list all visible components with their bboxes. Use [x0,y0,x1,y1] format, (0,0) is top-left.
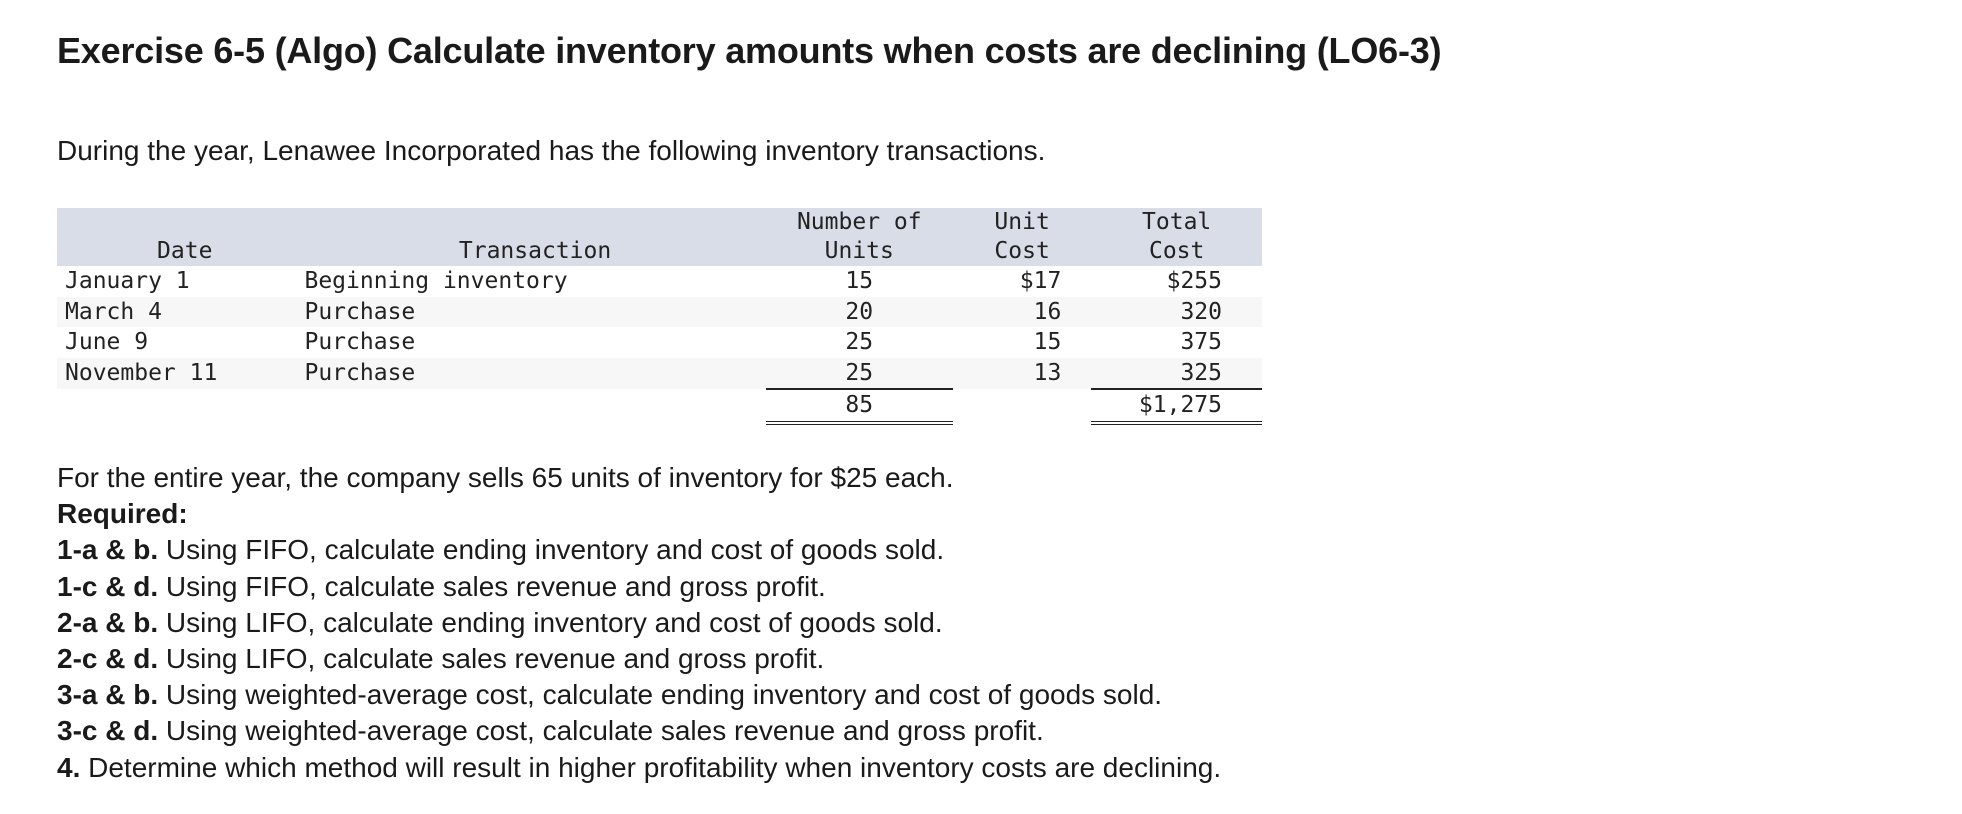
totals-row: 85 $1,275 [57,389,1262,425]
empty-cell [952,389,1092,423]
requirement-item: 4. Determine which method will result in… [57,750,1221,786]
header-total-cost: Total Cost [1091,208,1262,266]
cell-date: March 4 [57,296,305,327]
header-date: Date [57,208,305,266]
table-header: Date Transaction Number of Units Unit Cost… [57,208,1262,266]
cell-total-cost: $255 [1166,268,1222,295]
empty-cell [57,389,305,423]
sales-text: For the entire year, the company sells 6… [57,462,954,493]
cell-total-cost: 325 [1091,357,1262,390]
requirement-item: 2-c & d. Using LIFO, calculate sales rev… [57,641,1221,677]
cell-total-cost: 375 [1180,329,1222,356]
header-unit-cost: Unit Cost [952,208,1092,266]
requirement-label: 2-c & d. [57,643,159,675]
requirement-item: 1-a & b. Using FIFO, calculate ending in… [57,532,1221,568]
requirement-label: 3-a & b. [57,679,159,711]
table-row: June 9 Purchase 25 15 375 [57,327,1262,358]
requirement-item: 1-c & d. Using FIFO, calculate sales rev… [57,569,1221,605]
cell-unit-cost: 15 [1033,329,1062,356]
empty-cell [304,389,766,423]
inventory-table: Date Transaction Number of Units Unit Cost… [57,208,1262,425]
requirement-label: 3-c & d. [57,715,159,747]
cell-total-cost: 320 [1091,296,1262,327]
cell-unit-cost: 16 [952,296,1092,327]
required-label: Required: [57,498,188,530]
requirement-text: Using weighted-average cost, calculate e… [158,679,1163,711]
requirement-item: 3-c & d. Using weighted-average cost, ca… [57,713,1221,749]
requirement-text: Determine which method will result in hi… [80,751,1222,783]
requirement-label: 1-a & b. [57,534,159,566]
cell-unit-cost: $17 [1019,268,1062,295]
cell-units: 15 [845,268,874,295]
requirement-text: Using FIFO, calculate sales revenue and … [158,570,826,602]
intro-text: During the year, Lenawee Incorporated ha… [57,135,1046,166]
header-units: Number of Units [765,208,953,266]
requirement-item: 2-a & b. Using LIFO, calculate ending in… [57,605,1221,641]
requirement-item: 3-a & b. Using weighted-average cost, ca… [57,677,1221,713]
requirement-text: Using LIFO, calculate sales revenue and … [158,643,825,675]
cell-date: June 9 [65,329,149,356]
cell-transaction: Beginning inventory [304,268,568,295]
table-row: January 1 Beginning inventory 15 $17 $255 [57,266,1262,297]
requirement-label: 2-a & b. [57,606,159,638]
cell-units: 25 [765,357,953,390]
requirements: For the entire year, the company sells 6… [57,460,1221,786]
cell-units: 20 [765,296,953,327]
cell-units: 25 [845,329,874,356]
header-transaction: Transaction [304,208,766,266]
table-row: March 4 Purchase 20 16 320 [57,296,1262,327]
cell-date: January 1 [65,268,190,295]
requirement-text: Using FIFO, calculate ending inventory a… [158,534,945,566]
page-title: Exercise 6-5 (Algo) Calculate inventory … [57,30,1442,71]
cell-transaction: Purchase [304,329,416,356]
requirement-text: Using LIFO, calculate ending inventory a… [158,606,943,638]
requirement-label: 1-c & d. [57,570,159,602]
cell-transaction: Purchase [304,357,766,389]
cell-date: November 11 [57,357,305,389]
cell-unit-cost: 13 [952,357,1092,389]
requirement-text: Using weighted-average cost, calculate s… [158,715,1044,747]
cell-transaction: Purchase [304,296,766,327]
total-cost: $1,275 [1091,389,1262,425]
table-row: November 11 Purchase 25 13 325 [57,357,1262,390]
total-units: 85 [765,389,953,425]
requirement-label: 4. [57,751,81,783]
